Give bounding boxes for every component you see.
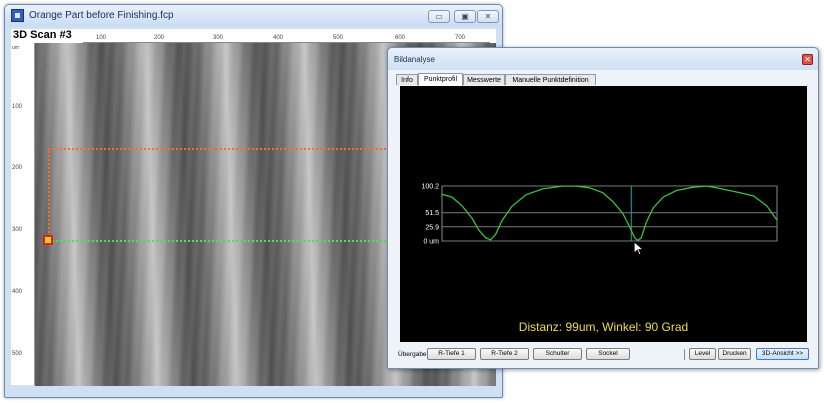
orange-measure-line[interactable]: [48, 148, 496, 150]
distance-angle-readout: Distanz: 99um, Winkel: 90 Grad: [518, 320, 689, 334]
dialog-title: Bildanalyse: [394, 55, 435, 64]
transfer-bar: Übergabe: R-Tiefe 1 R-Tiefe 2 Schulter S…: [388, 346, 818, 364]
x-tick-label: 600: [394, 35, 406, 41]
tab-punktprofil[interactable]: Punktprofil: [418, 73, 463, 86]
dialog-close-button[interactable]: ✕: [802, 54, 813, 65]
maximize-button[interactable]: ▣: [454, 10, 476, 23]
orange-measure-line-vertical[interactable]: [48, 148, 50, 241]
profile-line: [441, 185, 778, 242]
y-tick-label: 25.9: [425, 224, 439, 231]
mouse-pointer-icon: [633, 241, 644, 255]
main-title-bar[interactable]: Orange Part before Finishing.fcp ▭ ▣ ✕: [5, 5, 502, 27]
x-tick-label: 100: [95, 35, 107, 41]
main-window-title: Orange Part before Finishing.fcp: [29, 10, 174, 21]
app-icon: [11, 9, 24, 22]
y-tick-label: 51.5: [425, 210, 439, 217]
x-tick-label: 700: [454, 35, 466, 41]
plot-frame: [441, 185, 778, 242]
transfer-label: Übergabe:: [398, 351, 429, 358]
y-tick-label: 400: [12, 289, 23, 295]
y-tick-label: 500: [12, 351, 23, 357]
y-unit-label: um: [12, 45, 19, 51]
profile-panel: 100.2 51.5 25.9 0 um Distanz: 99um, Winkel:…: [400, 86, 807, 342]
y-ruler: um 100 200 300 400 500: [11, 43, 35, 385]
dialog-title-bar[interactable]: Bildanalyse ✕: [388, 48, 818, 70]
sockel-button[interactable]: Sockel: [586, 348, 630, 360]
x-tick-label: 200: [153, 35, 165, 41]
schulter-button[interactable]: Schulter: [533, 348, 582, 360]
green-profile-line[interactable]: [48, 240, 496, 242]
x-tick-label: 500: [332, 35, 344, 41]
y-tick-label: 300: [12, 227, 23, 233]
drucken-button[interactable]: Drucken: [718, 348, 751, 360]
y-tick-label: 100.2: [421, 184, 439, 191]
scan-label: 3D Scan #3: [13, 29, 72, 41]
x-tick-label: 300: [212, 35, 224, 41]
level-button[interactable]: Level: [689, 348, 716, 360]
minimize-button[interactable]: ▭: [428, 10, 450, 23]
profile-marker[interactable]: [43, 235, 53, 245]
y-tick-label: 0 um: [423, 239, 439, 246]
tab-messwerte[interactable]: Messwerte: [463, 74, 505, 85]
y-tick-label: 100: [12, 104, 23, 110]
r-tiefe-2-button[interactable]: R-Tiefe 2: [480, 348, 529, 360]
r-tiefe-1-button[interactable]: R-Tiefe 1: [427, 348, 476, 360]
scan-header: 3D Scan #3 100 200 300 400 500 600 700: [11, 29, 496, 43]
y-tick-label: 200: [12, 165, 23, 171]
tab-info[interactable]: Info: [396, 74, 418, 85]
3d-ansicht-button[interactable]: 3D-Ansicht >>: [756, 348, 809, 360]
profile-chart[interactable]: 100.2 51.5 25.9 0 um: [400, 86, 807, 342]
close-button[interactable]: ✕: [477, 10, 499, 23]
analysis-dialog: Bildanalyse ✕ Info Punktprofil Messwerte…: [387, 47, 819, 369]
footer-separator: [684, 349, 685, 360]
x-tick-label: 400: [272, 35, 284, 41]
tab-manuelle-punktdefinition[interactable]: Manuelle Punktdefinition: [505, 74, 596, 85]
x-ruler: [83, 42, 490, 43]
